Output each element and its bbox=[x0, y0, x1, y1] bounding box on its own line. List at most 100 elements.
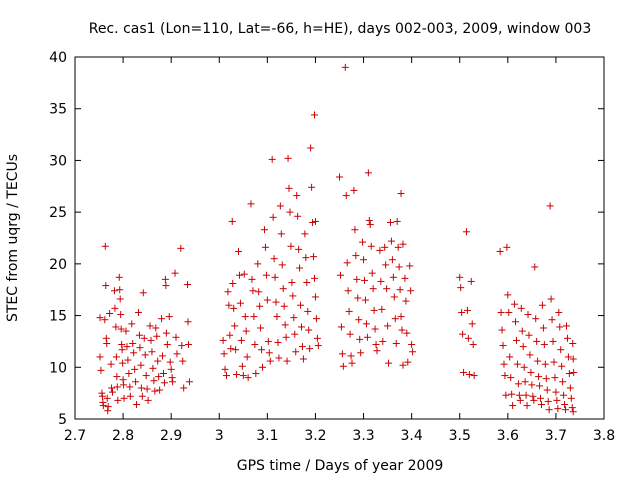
data-point bbox=[124, 356, 132, 364]
y-tick-label: 5 bbox=[58, 412, 67, 428]
data-point bbox=[295, 245, 303, 253]
data-point bbox=[351, 226, 359, 234]
data-point bbox=[306, 345, 314, 353]
data-point bbox=[310, 274, 318, 282]
data-point bbox=[302, 254, 310, 262]
data-point bbox=[129, 339, 137, 347]
x-tick-label: 2.8 bbox=[112, 428, 134, 444]
data-point bbox=[239, 372, 247, 380]
data-point bbox=[224, 288, 232, 296]
data-point bbox=[307, 144, 315, 152]
data-point bbox=[116, 295, 124, 303]
data-point bbox=[140, 334, 148, 342]
data-point bbox=[570, 368, 578, 376]
x-tick-label: 3.8 bbox=[593, 428, 615, 444]
data-point bbox=[156, 386, 164, 394]
data-point bbox=[96, 314, 104, 322]
data-point bbox=[227, 345, 235, 353]
data-point bbox=[139, 289, 147, 297]
data-point bbox=[146, 322, 154, 330]
plot-border bbox=[74, 56, 605, 420]
data-point bbox=[352, 252, 360, 260]
data-point bbox=[144, 396, 152, 404]
data-point bbox=[552, 388, 560, 396]
data-point bbox=[114, 396, 122, 404]
data-point bbox=[509, 402, 517, 410]
data-point bbox=[459, 330, 467, 338]
data-point bbox=[536, 382, 544, 390]
data-point bbox=[264, 337, 272, 345]
data-point bbox=[382, 261, 390, 269]
data-point bbox=[548, 316, 556, 324]
data-point bbox=[546, 202, 554, 210]
data-point bbox=[343, 259, 351, 267]
data-point bbox=[353, 275, 361, 283]
data-point bbox=[502, 391, 510, 399]
x-tick-label: 3.6 bbox=[497, 428, 519, 444]
data-point bbox=[373, 347, 381, 355]
data-point bbox=[388, 256, 396, 264]
data-point bbox=[244, 374, 252, 382]
data-point bbox=[117, 311, 125, 319]
data-point bbox=[154, 357, 162, 365]
data-point bbox=[390, 293, 398, 301]
data-point bbox=[297, 301, 305, 309]
x-axis-label: GPS time / Days of year 2009 bbox=[237, 458, 444, 474]
data-point bbox=[401, 274, 409, 282]
data-point bbox=[498, 326, 506, 334]
data-point bbox=[231, 322, 239, 330]
data-point bbox=[404, 358, 412, 366]
data-point bbox=[151, 387, 159, 395]
data-point bbox=[337, 323, 345, 331]
data-point bbox=[138, 392, 146, 400]
data-point bbox=[397, 313, 405, 321]
data-point bbox=[336, 271, 344, 279]
data-point bbox=[370, 306, 378, 314]
data-point bbox=[348, 359, 356, 367]
x-tick-label: 2.7 bbox=[64, 428, 86, 444]
data-point bbox=[113, 383, 121, 391]
data-point bbox=[531, 263, 539, 271]
data-point bbox=[507, 374, 515, 382]
data-point bbox=[377, 277, 385, 285]
data-point bbox=[229, 280, 237, 288]
data-point bbox=[561, 401, 569, 409]
data-point bbox=[282, 333, 290, 341]
data-point bbox=[298, 343, 306, 351]
data-point bbox=[371, 325, 379, 333]
data-point bbox=[508, 390, 516, 398]
data-point bbox=[97, 366, 105, 374]
data-point bbox=[399, 361, 407, 369]
data-point bbox=[540, 341, 548, 349]
data-point bbox=[112, 353, 120, 361]
data-point bbox=[240, 270, 248, 278]
data-point bbox=[526, 351, 534, 359]
data-point bbox=[464, 334, 472, 342]
data-point bbox=[134, 308, 142, 316]
data-point bbox=[284, 154, 292, 162]
data-point bbox=[366, 221, 374, 229]
data-point bbox=[163, 341, 171, 349]
x-tick-label: 3.4 bbox=[401, 428, 423, 444]
y-tick-label: 40 bbox=[49, 50, 67, 66]
data-point bbox=[113, 373, 121, 381]
data-point bbox=[458, 308, 466, 316]
data-point bbox=[255, 288, 263, 296]
data-point bbox=[130, 349, 138, 357]
data-point bbox=[102, 282, 110, 290]
data-point bbox=[357, 349, 365, 357]
data-point bbox=[298, 323, 306, 331]
data-point bbox=[184, 318, 192, 326]
data-point bbox=[136, 344, 144, 352]
data-point bbox=[361, 276, 369, 284]
data-point bbox=[148, 348, 156, 356]
data-point bbox=[131, 365, 139, 373]
data-point bbox=[537, 401, 545, 409]
data-point bbox=[535, 373, 543, 381]
data-point bbox=[180, 384, 188, 392]
data-point bbox=[263, 296, 271, 304]
data-point bbox=[518, 327, 526, 335]
data-point bbox=[563, 334, 571, 342]
data-point bbox=[226, 331, 234, 339]
data-point bbox=[341, 63, 349, 71]
